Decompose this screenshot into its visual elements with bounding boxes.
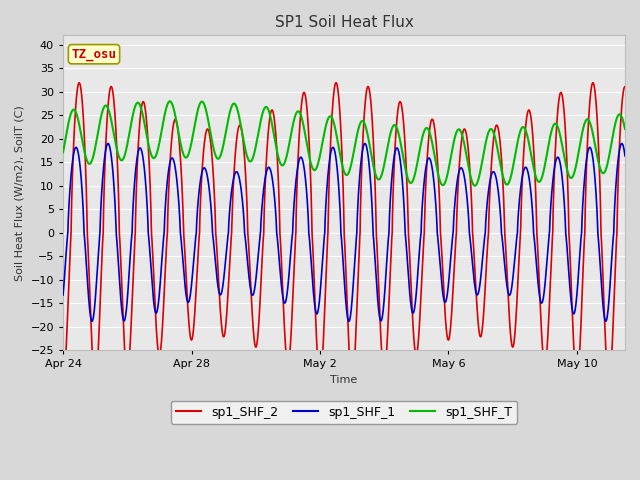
sp1_SHF_T [479, 156, 486, 162]
sp1_SHF_2 [396, 99, 404, 105]
sp1_SHF_2 [522, 129, 529, 134]
sp1_SHF_2 [425, 136, 433, 142]
sp1_SHF_1 [425, 155, 433, 161]
sp1_SHF_T [471, 183, 479, 189]
sp1_SHF_1 [522, 165, 529, 170]
Line: sp1_SHF_2: sp1_SHF_2 [63, 83, 625, 383]
Text: TZ_osu: TZ_osu [72, 48, 116, 60]
sp1_SHF_2 [479, 324, 486, 330]
sp1_SHF_T [396, 138, 404, 144]
sp1_SHF_T [60, 149, 67, 155]
sp1_SHF_1 [621, 153, 629, 159]
Y-axis label: Soil Heat Flux (W/m2), SoilT (C): Soil Heat Flux (W/m2), SoilT (C) [15, 105, 25, 281]
sp1_SHF_2 [161, 268, 169, 274]
Legend: sp1_SHF_2, sp1_SHF_1, sp1_SHF_T: sp1_SHF_2, sp1_SHF_1, sp1_SHF_T [171, 401, 517, 424]
sp1_SHF_1 [479, 257, 486, 263]
sp1_SHF_T [522, 127, 529, 132]
sp1_SHF_T [274, 153, 282, 158]
Line: sp1_SHF_1: sp1_SHF_1 [63, 144, 625, 321]
sp1_SHF_2 [60, 377, 67, 383]
sp1_SHF_1 [602, 318, 610, 324]
sp1_SHF_1 [60, 292, 67, 298]
sp1_SHF_2 [76, 80, 83, 85]
sp1_SHF_T [161, 109, 169, 115]
sp1_SHF_2 [621, 84, 629, 89]
sp1_SHF_1 [104, 141, 112, 146]
sp1_SHF_1 [396, 157, 404, 163]
sp1_SHF_T [425, 127, 433, 133]
sp1_SHF_2 [274, 167, 282, 173]
Title: SP1 Soil Heat Flux: SP1 Soil Heat Flux [275, 15, 413, 30]
sp1_SHF_1 [274, 241, 282, 247]
X-axis label: Time: Time [330, 375, 358, 385]
Line: sp1_SHF_T: sp1_SHF_T [63, 101, 625, 186]
sp1_SHF_1 [161, 205, 169, 211]
sp1_SHF_T [166, 98, 173, 104]
sp1_SHF_T [621, 126, 629, 132]
sp1_SHF_2 [605, 380, 612, 385]
